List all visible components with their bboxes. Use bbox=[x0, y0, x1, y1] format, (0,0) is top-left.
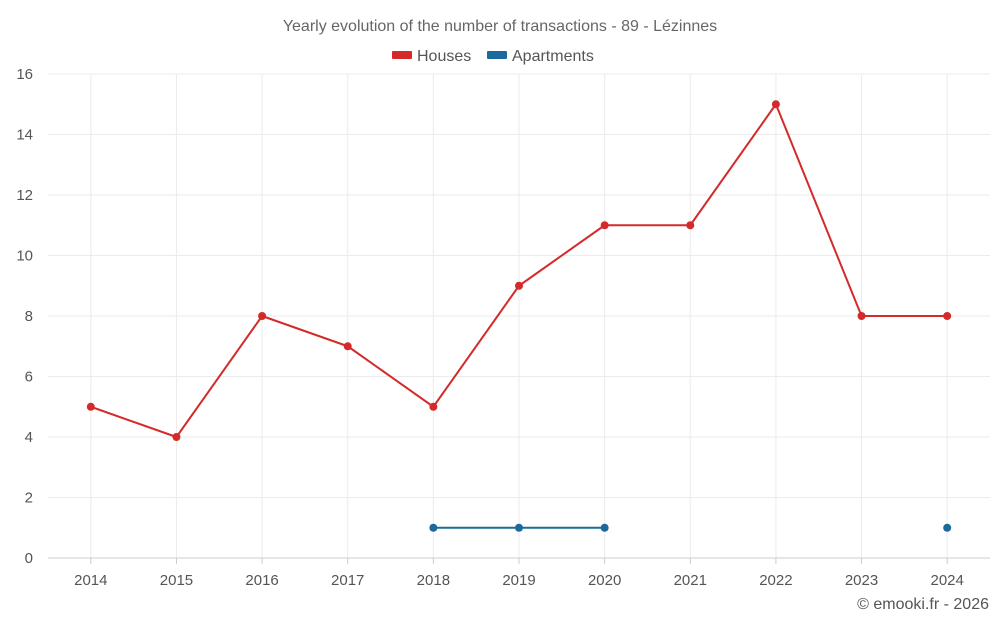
legend-item-apartments[interactable]: Apartments bbox=[487, 48, 594, 65]
data-point-apartments[interactable] bbox=[600, 523, 609, 532]
x-tick-label: 2019 bbox=[502, 572, 535, 589]
data-point-houses[interactable] bbox=[429, 402, 438, 411]
legend-label-apartments: Apartments bbox=[512, 48, 594, 65]
legend-swatch-apartments bbox=[487, 51, 507, 59]
data-point-apartments[interactable] bbox=[515, 523, 523, 532]
chart-title: Yearly evolution of the number of transa… bbox=[283, 18, 717, 35]
legend: Houses Apartments bbox=[392, 48, 594, 65]
credit-text: © emooki.fr - 2026 bbox=[857, 596, 989, 613]
x-tick-label: 2015 bbox=[160, 572, 193, 589]
y-tick-label: 4 bbox=[25, 429, 33, 446]
y-tick-label: 2 bbox=[25, 490, 33, 507]
y-tick-label: 16 bbox=[16, 66, 33, 83]
x-tick-label: 2022 bbox=[759, 572, 792, 589]
data-point-houses[interactable] bbox=[771, 100, 780, 109]
y-tick-label: 8 bbox=[25, 308, 33, 325]
x-tick-label: 2017 bbox=[331, 572, 364, 589]
data-point-houses[interactable] bbox=[943, 312, 952, 320]
data-point-apartments[interactable] bbox=[943, 523, 952, 532]
y-tick-label: 14 bbox=[16, 127, 33, 144]
data-point-apartments[interactable] bbox=[429, 523, 438, 532]
y-tick-label: 10 bbox=[16, 248, 33, 265]
data-point-houses[interactable] bbox=[600, 221, 609, 230]
x-tick-label: 2023 bbox=[845, 572, 878, 589]
data-point-houses[interactable] bbox=[172, 433, 181, 441]
legend-item-houses[interactable]: Houses bbox=[392, 48, 471, 65]
x-tick-label: 2016 bbox=[245, 572, 278, 589]
grid bbox=[48, 73, 990, 558]
data-point-houses[interactable] bbox=[686, 221, 695, 230]
data-point-houses[interactable] bbox=[515, 281, 523, 290]
x-tick-label: 2021 bbox=[674, 572, 707, 589]
legend-swatch-houses bbox=[392, 51, 412, 59]
x-tick-label: 2018 bbox=[417, 572, 450, 589]
legend-label-houses: Houses bbox=[417, 48, 471, 65]
data-point-houses[interactable] bbox=[258, 312, 267, 320]
y-tick-label: 0 bbox=[25, 550, 33, 567]
x-tick-label: 2020 bbox=[588, 572, 621, 589]
series bbox=[86, 100, 952, 532]
x-tick-label: 2024 bbox=[930, 572, 963, 589]
data-point-houses[interactable] bbox=[343, 342, 352, 351]
y-tick-label: 12 bbox=[16, 187, 33, 204]
series-apartments bbox=[429, 523, 952, 532]
y-tick-label: 6 bbox=[25, 369, 33, 386]
series-houses bbox=[86, 100, 952, 441]
data-point-houses[interactable] bbox=[86, 402, 95, 411]
x-tick-label: 2014 bbox=[74, 572, 107, 589]
axes: 0 2 4 6 8 10 12 14 16 2014 2015 2016 2017 2018 2019 202… bbox=[16, 66, 990, 589]
data-point-houses[interactable] bbox=[857, 312, 866, 320]
